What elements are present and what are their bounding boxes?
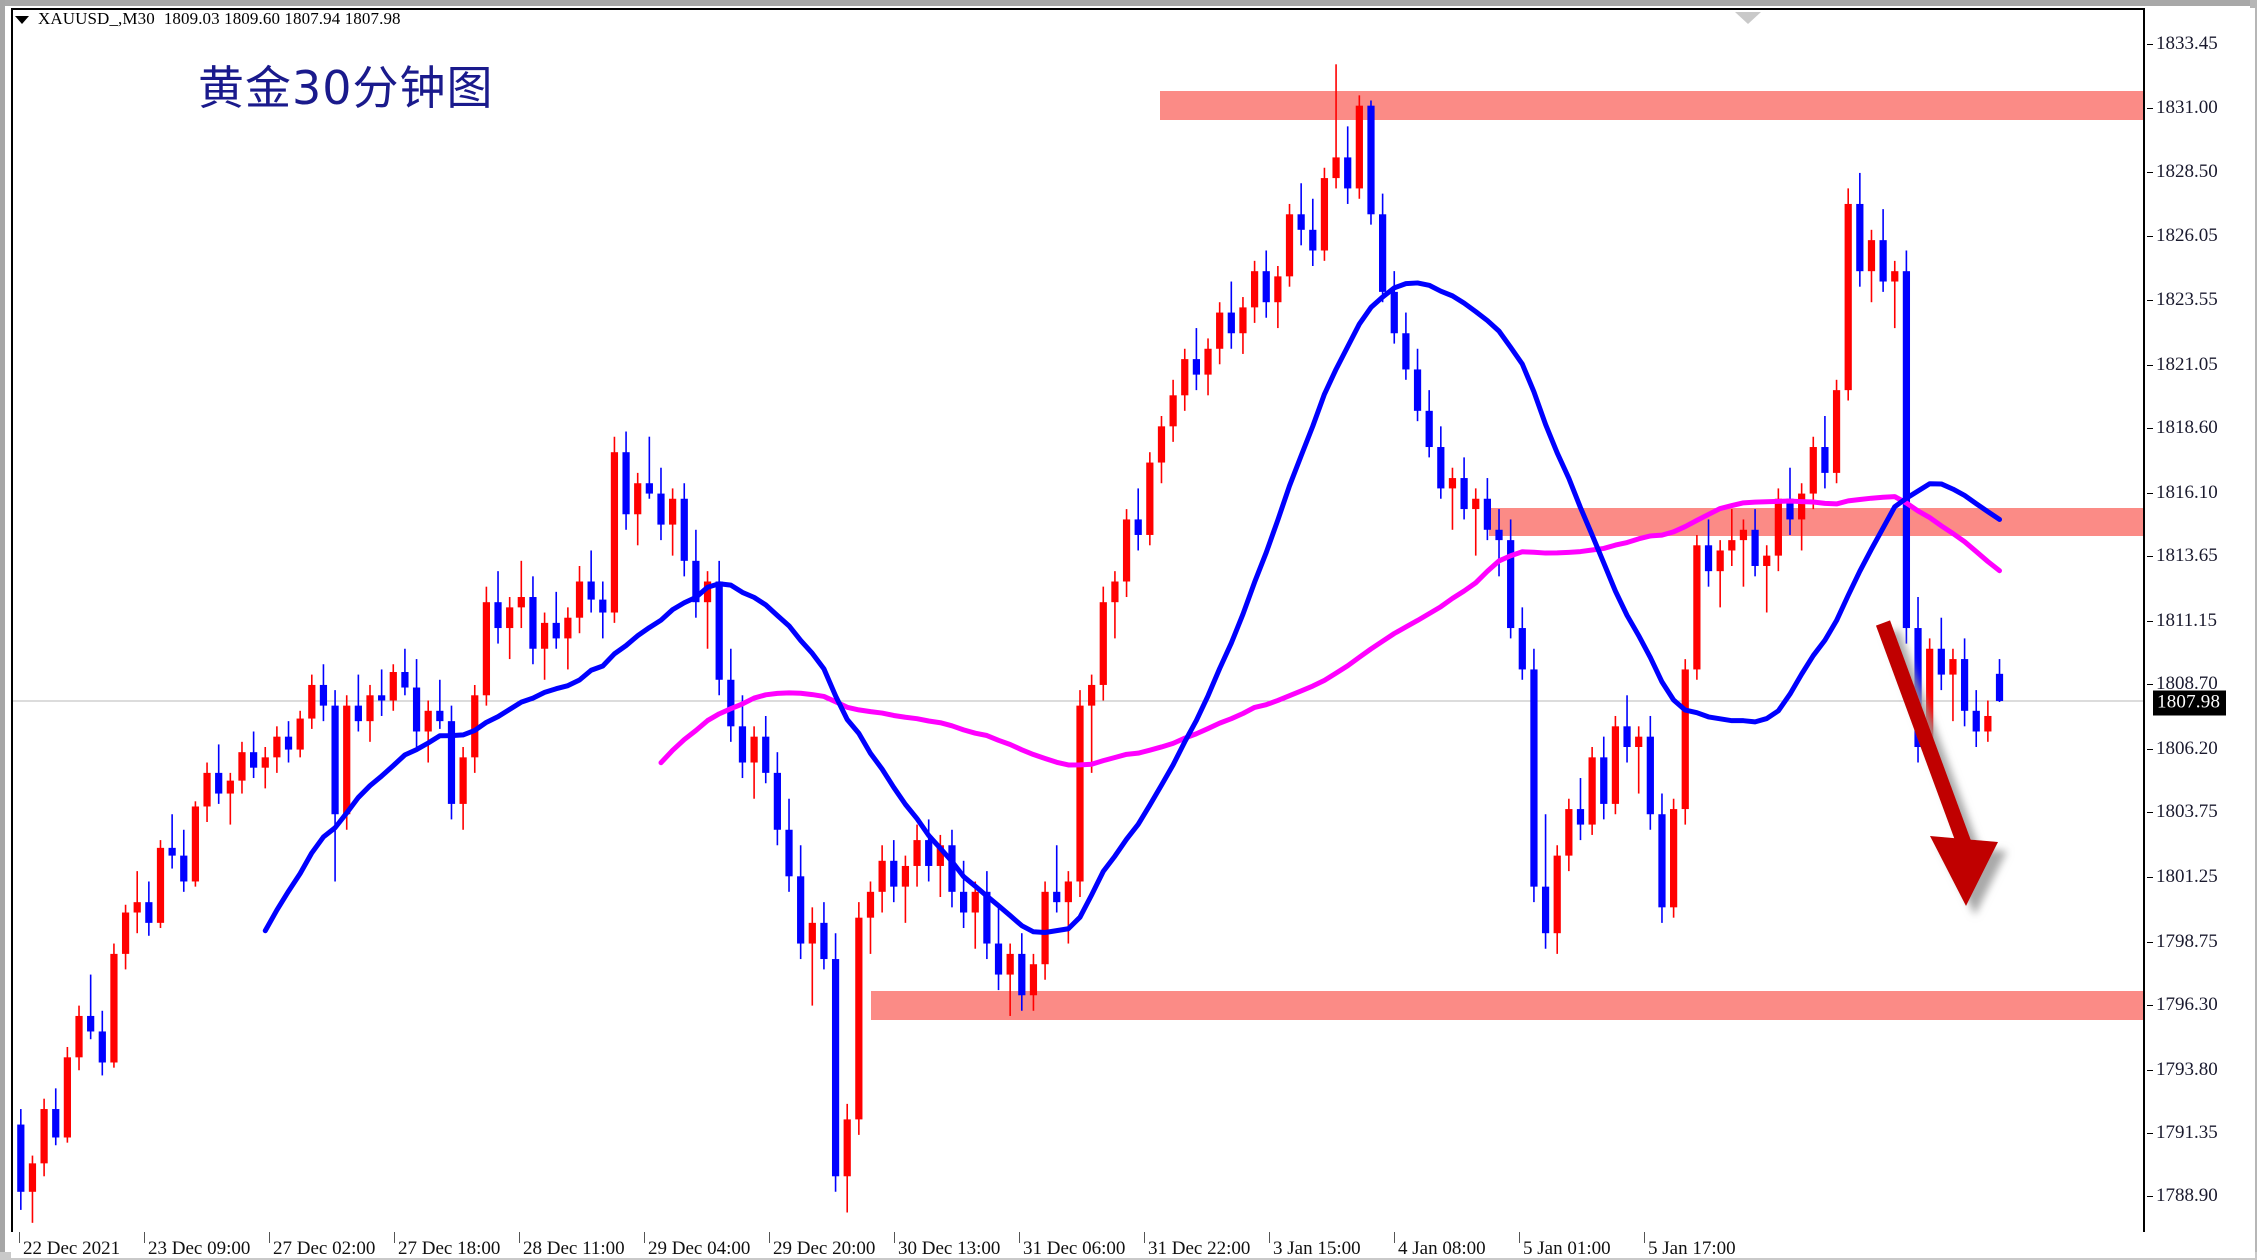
price-axis-label: 1801.25 xyxy=(2156,866,2218,887)
time-axis-label: 30 Dec 13:00 xyxy=(898,1238,1001,1259)
resistance-zone-mid xyxy=(1489,507,2143,537)
time-axis-label: 31 Dec 06:00 xyxy=(1023,1238,1126,1259)
time-tick xyxy=(19,1232,20,1243)
price-tick xyxy=(2147,1133,2153,1135)
price-axis-label: 1796.30 xyxy=(2156,994,2218,1016)
price-tick xyxy=(2147,300,2153,302)
price-axis-label: 1818.60 xyxy=(2156,417,2218,439)
window-top-edge xyxy=(0,0,2257,6)
price-tick xyxy=(2147,1196,2153,1198)
price-axis-label: 1826.05 xyxy=(2156,224,2218,246)
time-axis-label: 5 Jan 01:00 xyxy=(1523,1238,1611,1259)
price-axis-label: 1823.55 xyxy=(2156,289,2218,311)
chart-panel: XAUUSD_,M30 1809.03 1809.60 1807.94 1807… xyxy=(5,6,2255,1259)
time-tick xyxy=(269,1232,270,1243)
price-tick xyxy=(2147,492,2153,494)
time-tick xyxy=(1394,1232,1395,1243)
time-axis-label: 22 Dec 2021 xyxy=(23,1238,121,1259)
moving-average-lines xyxy=(262,280,2003,935)
price-tick xyxy=(2147,428,2153,430)
time-axis-label: 23 Dec 09:00 xyxy=(148,1238,251,1259)
time-axis-label: 31 Dec 22:00 xyxy=(1148,1238,1251,1259)
price-tick xyxy=(2147,364,2153,366)
time-axis-label: 29 Dec 20:00 xyxy=(773,1238,876,1259)
time-axis-label: 3 Jan 15:00 xyxy=(1273,1238,1361,1259)
price-axis-label: 1793.80 xyxy=(2156,1058,2218,1080)
time-tick xyxy=(519,1232,520,1243)
price-axis-label: 1833.45 xyxy=(2156,33,2218,55)
time-tick xyxy=(894,1232,895,1243)
time-axis-label: 5 Jan 17:00 xyxy=(1648,1238,1736,1259)
time-axis-label: 28 Dec 11:00 xyxy=(523,1238,625,1259)
support-zone-lower xyxy=(871,991,2143,1020)
time-tick xyxy=(144,1232,145,1243)
price-tick xyxy=(2147,812,2153,814)
price-axis-label: 1806.20 xyxy=(2156,738,2218,759)
triangle-down-icon[interactable] xyxy=(1735,12,1761,24)
ohlc-values: 1809.03 1809.60 1807.94 1807.98 xyxy=(163,9,401,28)
price-tick xyxy=(2147,941,2153,943)
price-axis-label: 1808.70 xyxy=(2156,673,2218,695)
time-tick xyxy=(1144,1232,1145,1243)
time-tick xyxy=(1644,1232,1645,1243)
price-axis-label: 1791.35 xyxy=(2156,1122,2218,1144)
time-tick xyxy=(769,1232,770,1243)
current-price-badge: 1807.98 xyxy=(2153,690,2227,716)
resistance-zone-upper xyxy=(1160,91,2143,120)
window-left-edge xyxy=(0,0,5,1260)
price-axis-label: 1798.75 xyxy=(2156,930,2218,952)
time-axis-label: 4 Jan 08:00 xyxy=(1398,1238,1486,1259)
price-axis-label: 1821.05 xyxy=(2156,353,2218,375)
price-axis-label: 1803.75 xyxy=(2156,801,2218,823)
time-axis-label: 29 Dec 04:00 xyxy=(648,1238,751,1259)
price-tick xyxy=(2147,1069,2153,1071)
plot-area[interactable]: 黄金30分钟图 xyxy=(13,10,2143,1228)
caret-down-icon[interactable] xyxy=(15,16,29,24)
price-axis-label: 1831.00 xyxy=(2156,96,2218,118)
price-tick xyxy=(2147,684,2153,686)
time-tick xyxy=(1269,1232,1270,1243)
price-tick xyxy=(2147,877,2153,878)
time-axis-label: 27 Dec 02:00 xyxy=(273,1238,376,1259)
price-axis-label: 1788.90 xyxy=(2156,1185,2218,1207)
chart-title-annotation: 黄金30分钟图 xyxy=(198,61,494,115)
time-tick xyxy=(1519,1232,1520,1243)
time-tick xyxy=(644,1232,645,1243)
time-tick xyxy=(394,1232,395,1243)
price-tick xyxy=(2147,621,2153,622)
price-axis[interactable]: 1833.45 1831.00 1828.50 1826.05 1823.55 1821.… xyxy=(2147,8,2255,1232)
time-tick xyxy=(1019,1232,1020,1243)
symbol-info-bar: XAUUSD_,M30 1809.03 1809.60 1807.94 1807… xyxy=(15,8,401,30)
price-axis-label: 1816.10 xyxy=(2156,481,2218,503)
price-axis-label: 1813.65 xyxy=(2156,545,2218,567)
price-axis-label: 1811.15 xyxy=(2156,610,2218,631)
time-axis[interactable]: 22 Dec 2021 23 Dec 09:00 27 Dec 02:00 27 De… xyxy=(11,1232,2255,1259)
price-tick xyxy=(2147,556,2153,558)
price-tick xyxy=(2147,749,2153,750)
price-tick xyxy=(2147,235,2153,237)
price-tick xyxy=(2147,44,2153,46)
price-tick xyxy=(2147,1005,2153,1007)
price-tick xyxy=(2147,172,2153,174)
price-axis-label: 1828.50 xyxy=(2156,161,2218,183)
plot-frame xyxy=(11,8,2145,1232)
price-tick xyxy=(2147,107,2153,109)
candlestick-series xyxy=(17,64,2004,1223)
time-axis-label: 27 Dec 18:00 xyxy=(398,1238,501,1259)
symbol-label: XAUUSD_,M30 xyxy=(38,9,155,28)
